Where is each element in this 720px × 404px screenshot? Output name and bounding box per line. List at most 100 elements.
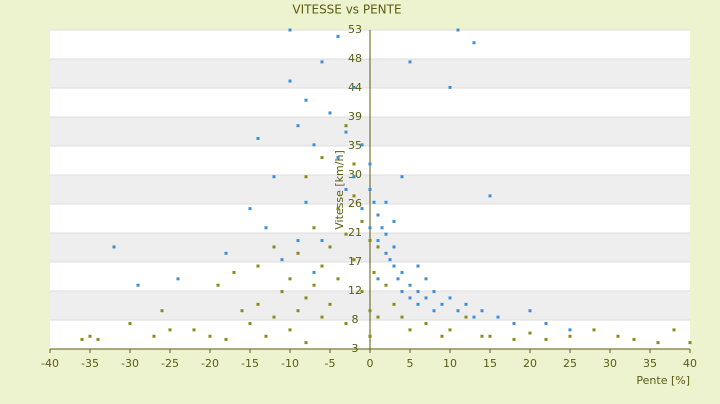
point (272, 315, 276, 319)
point (372, 270, 376, 274)
point (304, 175, 308, 179)
point (328, 302, 332, 306)
point (384, 251, 388, 255)
point (320, 60, 324, 64)
point (432, 309, 436, 313)
point (272, 175, 276, 179)
point (384, 283, 388, 287)
point (344, 124, 348, 128)
point (544, 321, 548, 325)
point (456, 28, 460, 32)
point (592, 328, 596, 332)
point (616, 334, 620, 338)
point (264, 334, 268, 338)
point (320, 156, 324, 160)
point (416, 264, 420, 268)
point (320, 315, 324, 319)
point (432, 290, 436, 294)
point (424, 296, 428, 300)
point (88, 334, 92, 338)
point (448, 85, 452, 89)
point (672, 328, 676, 332)
point (272, 245, 276, 249)
x-tick-label: 35 (643, 357, 657, 370)
y-tick-label: 48 (348, 52, 362, 65)
point (136, 283, 140, 287)
point (328, 245, 332, 249)
point (400, 290, 404, 294)
point (472, 41, 476, 45)
point (472, 315, 476, 319)
point (400, 270, 404, 274)
point (296, 239, 300, 243)
x-tick-label: 10 (443, 357, 457, 370)
point (288, 328, 292, 332)
point (192, 328, 196, 332)
point (416, 302, 420, 306)
point (344, 232, 348, 236)
point (360, 143, 364, 147)
point (248, 207, 252, 211)
point (256, 136, 260, 140)
x-tick-label: -30 (121, 357, 139, 370)
x-tick-label: -10 (281, 357, 299, 370)
point (216, 283, 220, 287)
y-tick-label: 21 (348, 226, 362, 239)
x-tick-label: -15 (241, 357, 259, 370)
point (384, 232, 388, 236)
point (568, 328, 572, 332)
point (352, 194, 356, 198)
point (376, 213, 380, 217)
chart-title: VITESSE vs PENTE (292, 3, 401, 17)
point (344, 188, 348, 191)
x-tick-label: -40 (41, 357, 59, 370)
point (280, 290, 284, 294)
point (288, 28, 292, 32)
point (456, 309, 460, 313)
point (336, 156, 340, 160)
point (416, 290, 420, 294)
point (408, 283, 412, 287)
point (320, 239, 324, 243)
point (328, 111, 332, 115)
point (112, 245, 116, 249)
point (312, 283, 316, 287)
point (396, 277, 400, 281)
point (296, 309, 300, 313)
x-tick-label: -35 (81, 357, 99, 370)
point (512, 337, 516, 341)
point (688, 341, 692, 345)
point (440, 334, 444, 338)
x-tick-label: 5 (407, 357, 414, 370)
point (376, 277, 380, 281)
point (224, 251, 228, 255)
point (256, 302, 260, 306)
point (320, 264, 324, 268)
point (440, 302, 444, 306)
point (424, 321, 428, 325)
point (312, 143, 316, 147)
point (96, 337, 100, 341)
point (256, 264, 260, 268)
point (528, 309, 532, 313)
y-tick-label: 12 (348, 284, 362, 297)
point (392, 264, 396, 268)
point (368, 334, 372, 338)
y-tick-label: 8 (352, 313, 359, 326)
point (480, 309, 484, 313)
point (408, 60, 412, 64)
x-tick-label: 40 (683, 357, 697, 370)
point (352, 258, 356, 262)
point (480, 334, 484, 338)
point (464, 315, 468, 319)
x-tick-label: 20 (523, 357, 537, 370)
point (224, 337, 228, 341)
point (400, 175, 404, 179)
x-tick-label: 0 (367, 357, 374, 370)
y-axis-label: Vitesse [km/h] (333, 150, 346, 230)
y-tick-label: 30 (348, 168, 362, 181)
point (376, 245, 380, 249)
point (304, 98, 308, 102)
